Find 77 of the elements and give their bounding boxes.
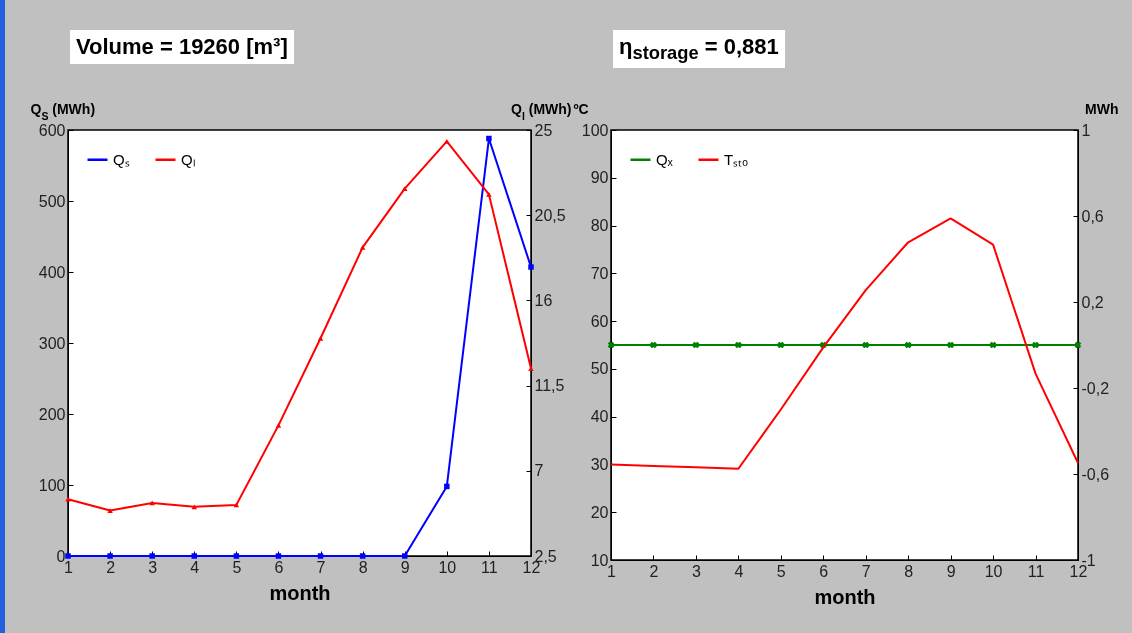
point xyxy=(275,422,282,428)
legend-label: Qₛ xyxy=(113,150,130,168)
x-tick-label: 3 xyxy=(148,558,158,576)
y2-tick-label: 1 xyxy=(1081,121,1091,139)
y-axis-title: ºC xyxy=(573,100,589,117)
x-tick-label: 8 xyxy=(358,558,368,576)
x-tick-label: 10 xyxy=(984,562,1003,580)
y-axis-title: Q$_{S}$ (MWh) xyxy=(30,100,96,122)
legend-label: Qₗ xyxy=(181,150,196,168)
y-tick-label: 60 xyxy=(590,312,609,330)
y2-tick-label: 11,5 xyxy=(534,377,565,395)
y-tick-label: 90 xyxy=(590,169,609,187)
x-tick-label: 5 xyxy=(776,562,786,580)
y-tick-label: 80 xyxy=(590,217,609,235)
y2-tick-label: -0,2 xyxy=(1081,379,1110,397)
x-tick-label: 1 xyxy=(64,558,74,576)
x-tick-label: 11 xyxy=(481,558,498,576)
point xyxy=(486,135,492,142)
x-tick-label: 8 xyxy=(904,562,914,580)
point xyxy=(317,335,324,341)
point xyxy=(528,366,534,371)
y-tick-label: 200 xyxy=(38,405,66,423)
point xyxy=(444,138,450,144)
y-tick-label: 40 xyxy=(590,408,609,426)
x-tick-label: 6 xyxy=(274,558,284,576)
x-tick-label: 2 xyxy=(649,562,659,580)
x-tick-label: 5 xyxy=(232,558,242,576)
y2-tick-label: 7 xyxy=(534,462,544,480)
x-tick-label: 4 xyxy=(734,562,744,580)
text: Volume = 19260 [m³] xyxy=(70,30,294,64)
legend-label: Tₛₜₒ xyxy=(724,150,749,168)
y2-tick-label: 20,5 xyxy=(534,206,566,224)
x-tick-label: 9 xyxy=(946,562,956,580)
x-axis-title: month xyxy=(269,581,331,604)
y-tick-label: 100 xyxy=(38,476,66,494)
x-axis-title: month xyxy=(814,585,876,608)
y-tick-label: 0 xyxy=(56,547,66,565)
y-tick-label: 70 xyxy=(590,264,609,282)
point xyxy=(317,553,324,559)
text: η$_{storage}$ = 0,881 xyxy=(613,30,785,69)
point xyxy=(486,192,492,197)
y2-axis-title: Q$_{l}$ (MWh) xyxy=(511,100,572,122)
y-tick-label: 30 xyxy=(590,455,609,473)
point xyxy=(401,186,408,192)
y2-tick-label: 0,6 xyxy=(1081,207,1104,225)
point xyxy=(444,483,450,490)
y-tick-label: 50 xyxy=(590,360,609,378)
y2-tick-label: 0,2 xyxy=(1081,293,1104,311)
point xyxy=(191,504,198,510)
y2-tick-label: 25 xyxy=(534,121,553,139)
point xyxy=(65,496,71,502)
line-series xyxy=(610,217,1079,470)
x-tick-label: 11 xyxy=(1027,562,1045,580)
x-tick-label: 6 xyxy=(819,562,829,580)
y-tick-label: 20 xyxy=(590,503,609,521)
x-tick-label: 10 xyxy=(438,558,457,576)
y-tick-label: 600 xyxy=(38,121,66,139)
y-tick-label: 300 xyxy=(38,334,66,352)
y-tick-label: 500 xyxy=(38,192,66,210)
y2-tick-label: 16 xyxy=(534,291,553,309)
x-tick-label: 1 xyxy=(607,562,617,580)
y2-tick-label: -0,6 xyxy=(1081,465,1110,483)
x-tick-label: 2 xyxy=(106,558,116,576)
point xyxy=(359,553,366,559)
point xyxy=(359,245,366,250)
point xyxy=(401,553,408,559)
y-tick-label: 100 xyxy=(581,121,609,139)
x-tick-label: 3 xyxy=(691,562,701,580)
y2-axis-title: MWh xyxy=(1085,100,1119,117)
x-tick-label: 9 xyxy=(400,558,410,576)
point xyxy=(528,264,534,270)
point xyxy=(107,508,113,513)
x-tick-label: 7 xyxy=(316,558,326,576)
y-tick-label: 400 xyxy=(38,263,66,281)
x-tick-label: 7 xyxy=(861,562,871,580)
x-tick-label: 4 xyxy=(190,558,200,576)
legend-label: Qₓ xyxy=(656,150,673,168)
